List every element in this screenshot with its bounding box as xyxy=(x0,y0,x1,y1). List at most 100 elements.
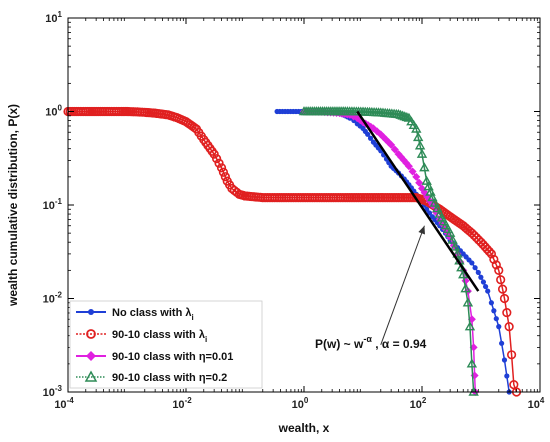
series-1-marker xyxy=(212,154,222,164)
series-3-marker xyxy=(412,131,424,142)
series-3-marker xyxy=(458,269,469,279)
x-tick-label-base: 10 xyxy=(54,399,66,411)
series-3-marker xyxy=(462,297,474,307)
series-0-marker xyxy=(367,135,374,141)
y-tick-label-base: 10 xyxy=(43,200,55,212)
series-3-marker xyxy=(423,181,434,191)
series-2-marker xyxy=(415,178,424,187)
annotation-text-rest: , α = 0.94 xyxy=(372,337,427,351)
legend-marker-2 xyxy=(86,351,96,361)
y-tick-label: 101 xyxy=(45,10,62,25)
series-1-marker xyxy=(504,322,514,332)
series-3-marker xyxy=(397,110,408,120)
series-0-marker xyxy=(504,373,510,379)
series-2-marker xyxy=(387,140,396,149)
series-3-marker xyxy=(460,283,471,293)
series-0-marker xyxy=(491,308,497,314)
x-tick-label: 10-4 xyxy=(54,396,74,411)
y-axis-label: wealth cumulative distribution, P(x) xyxy=(6,104,20,307)
series-3-marker xyxy=(464,321,476,331)
series-3-marker xyxy=(395,109,406,119)
annotation-text: P(w) ~ w-α , α = 0.94 xyxy=(315,334,427,351)
y-tick-label-exp: -1 xyxy=(55,197,63,206)
y-tick-label-base: 10 xyxy=(43,294,55,306)
x-tick-label: 100 xyxy=(292,396,309,411)
series-1-marker xyxy=(499,293,510,304)
series-3-marker xyxy=(414,140,426,150)
series-3-marker xyxy=(449,241,461,251)
fit-line xyxy=(356,110,480,292)
x-tick-label-exp: 4 xyxy=(540,396,545,405)
series-3-marker xyxy=(411,123,422,133)
series-0-marker xyxy=(469,260,475,266)
series-layer xyxy=(63,106,522,397)
y-tick-label-base: 10 xyxy=(43,387,55,399)
x-tick-label-exp: 0 xyxy=(304,396,309,405)
series-0-marker xyxy=(475,269,481,276)
series-1-marker xyxy=(502,307,512,318)
series-0-marker xyxy=(499,340,505,346)
legend-marker-0 xyxy=(88,309,94,315)
x-tick-label: 104 xyxy=(528,396,545,411)
series-1-marker xyxy=(484,246,494,257)
x-tick-label-exp: -4 xyxy=(67,396,75,405)
legend-label-1: 90-10 class with λi xyxy=(112,329,207,344)
series-0-marker xyxy=(478,274,484,280)
series-0-marker xyxy=(480,279,487,285)
series-1-marker xyxy=(486,249,496,259)
y-tick-label: 100 xyxy=(45,104,62,119)
series-1 xyxy=(63,106,522,397)
y-tick-label: 10-2 xyxy=(43,291,63,306)
series-3-marker xyxy=(447,234,458,244)
x-tick-label: 102 xyxy=(410,396,427,411)
series-0-marker xyxy=(493,316,499,322)
series-3-marker xyxy=(421,175,432,185)
series-3-marker xyxy=(399,111,410,121)
series-3-marker xyxy=(452,248,463,258)
y-tick-label: 10-3 xyxy=(43,384,63,399)
x-tick-label-base: 10 xyxy=(292,399,304,411)
series-1-marker xyxy=(209,149,219,159)
series-1-marker xyxy=(220,172,230,182)
y-tick-label-base: 10 xyxy=(45,13,57,25)
series-0-marker xyxy=(365,131,371,137)
x-axis-label: wealth, x xyxy=(278,421,330,435)
legend-label-1-main: 90-10 class with λ xyxy=(112,329,205,341)
y-tick-label-exp: 0 xyxy=(58,104,63,113)
legend-label-1-sub: i xyxy=(205,335,207,344)
legend-label-3: 90-10 class with η=0.2 xyxy=(112,372,227,384)
series-2-marker xyxy=(412,172,421,181)
legend-label-2: 90-10 class with η=0.01 xyxy=(112,351,233,363)
series-1-marker xyxy=(216,163,227,173)
series-3-marker xyxy=(419,162,430,172)
series-0-marker xyxy=(482,283,489,290)
y-tick-label-exp: -2 xyxy=(55,291,63,300)
y-tick-label-exp: 1 xyxy=(58,10,63,19)
series-3-marker xyxy=(427,192,438,202)
series-1-marker xyxy=(494,265,504,275)
legend-label-0-sub: i xyxy=(191,313,193,322)
series-3-marker xyxy=(393,109,404,119)
y-tick-label-exp: -3 xyxy=(55,384,63,393)
annotation-text-main: P(w) ~ w xyxy=(315,337,364,351)
series-0-marker xyxy=(488,300,494,306)
series-1-marker xyxy=(218,167,229,177)
series-3 xyxy=(298,106,479,396)
legend-label-0-main: No class with λ xyxy=(112,307,191,319)
series-2-marker xyxy=(390,145,399,154)
legend-marker-3 xyxy=(84,370,98,382)
x-tick-label: 10-2 xyxy=(172,396,192,411)
series-3-marker xyxy=(429,197,441,207)
series-0-marker xyxy=(485,288,491,294)
annotation: P(w) ~ w-α , α = 0.94 xyxy=(315,225,427,351)
series-1-marker xyxy=(489,254,499,264)
annotation-arrow xyxy=(380,225,425,345)
annotation-text-exp: -α xyxy=(363,334,372,344)
series-3-marker xyxy=(416,148,428,158)
legend-label-0: No class with λi xyxy=(112,307,194,322)
series-1-marker xyxy=(496,275,506,285)
x-tick-label-base: 10 xyxy=(410,399,422,411)
series-2-marker xyxy=(408,167,417,176)
